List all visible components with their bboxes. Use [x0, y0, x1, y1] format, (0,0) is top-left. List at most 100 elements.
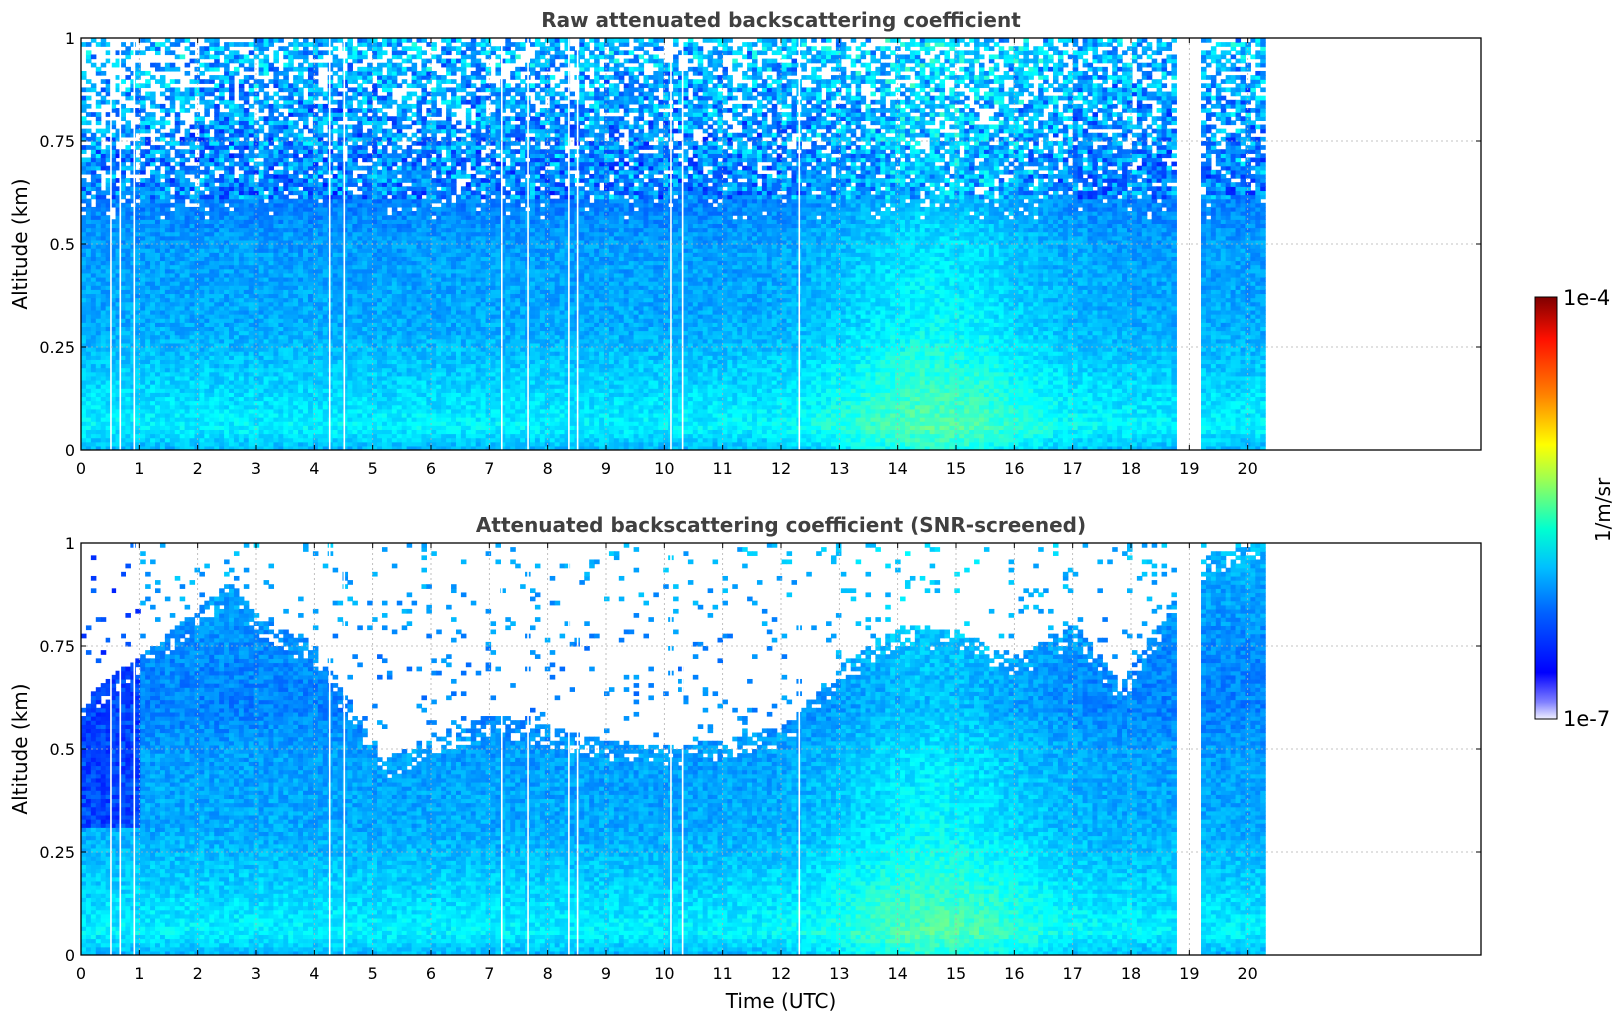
heatmap-cell — [81, 392, 87, 397]
heatmap-cell — [293, 265, 299, 270]
heatmap-cell — [293, 293, 299, 298]
heatmap-cell — [135, 306, 141, 311]
heatmap-cell — [125, 87, 131, 92]
heatmap-cell — [347, 112, 353, 117]
heatmap-cell — [338, 417, 344, 422]
heatmap-cell — [323, 429, 329, 434]
heatmap-cell — [338, 38, 344, 43]
heatmap-cell — [219, 363, 225, 368]
heatmap-cell — [323, 104, 329, 109]
heatmap-cell — [234, 310, 240, 315]
heatmap-cell — [278, 153, 284, 158]
heatmap-cell — [120, 133, 126, 138]
heatmap-cell — [254, 401, 260, 406]
heatmap-cell — [283, 153, 289, 158]
heatmap-cell — [357, 166, 363, 171]
heatmap-cell — [293, 429, 299, 434]
heatmap-cell — [343, 396, 349, 401]
heatmap-cell — [224, 363, 230, 368]
heatmap-cell — [249, 380, 255, 385]
heatmap-cell — [298, 92, 304, 97]
heatmap-cell — [165, 298, 171, 303]
heatmap-cell — [347, 401, 353, 406]
heatmap-cell — [288, 67, 294, 72]
heatmap-cell — [135, 71, 141, 76]
heatmap-cell — [288, 326, 294, 331]
heatmap-cell — [180, 269, 186, 274]
heatmap-cell — [185, 207, 191, 212]
heatmap-cell — [204, 318, 210, 323]
heatmap-cell — [313, 199, 319, 204]
heatmap-cell — [160, 442, 166, 447]
heatmap-cell — [170, 219, 176, 224]
heatmap-cell — [209, 219, 215, 224]
heatmap-cell — [145, 318, 151, 323]
heatmap-cell — [96, 129, 102, 134]
heatmap-cell — [150, 396, 156, 401]
heatmap-cell — [101, 380, 107, 385]
heatmap-cell — [254, 273, 260, 278]
heatmap-cell — [273, 281, 279, 286]
heatmap-cell — [347, 50, 353, 55]
heatmap-cell — [155, 46, 161, 51]
heatmap-cell — [125, 335, 131, 340]
heatmap-cell — [249, 50, 255, 55]
heatmap-cell — [244, 174, 250, 179]
heatmap-cell — [81, 120, 87, 125]
heatmap-cell — [338, 306, 344, 311]
heatmap-cell — [101, 277, 107, 282]
heatmap-cell — [194, 273, 200, 278]
heatmap-cell — [194, 376, 200, 381]
heatmap-cell — [288, 203, 294, 208]
heatmap-cell — [278, 388, 284, 393]
heatmap-cell — [190, 392, 196, 397]
heatmap-cell — [268, 368, 274, 373]
heatmap-cell — [165, 425, 171, 430]
heatmap-cell — [204, 442, 210, 447]
heatmap-cell — [214, 438, 220, 443]
heatmap-cell — [101, 129, 107, 134]
heatmap-cell — [352, 429, 358, 434]
heatmap-cell — [293, 166, 299, 171]
heatmap-cell — [135, 372, 141, 377]
heatmap-cell — [278, 326, 284, 331]
heatmap-cell — [268, 120, 274, 125]
heatmap-cell — [254, 100, 260, 105]
heatmap-cell — [209, 355, 215, 360]
heatmap-cell — [318, 380, 324, 385]
heatmap-cell — [150, 228, 156, 233]
heatmap-cell — [318, 182, 324, 187]
heatmap-cell — [170, 421, 176, 426]
heatmap-cell — [199, 421, 205, 426]
heatmap-cell — [140, 438, 146, 443]
heatmap-cell — [244, 112, 250, 117]
heatmap-cell — [347, 236, 353, 241]
heatmap-cell — [175, 302, 181, 307]
heatmap-cell — [101, 211, 107, 216]
heatmap-cell — [239, 120, 245, 125]
heatmap-cell — [165, 289, 171, 294]
heatmap-cell — [219, 314, 225, 319]
heatmap-cell — [155, 351, 161, 356]
heatmap-cell — [362, 273, 368, 278]
heatmap-cell — [180, 248, 186, 253]
heatmap-cell — [318, 351, 324, 356]
heatmap-cell — [101, 153, 107, 158]
heatmap-cell — [165, 438, 171, 443]
heatmap-cell — [91, 380, 97, 385]
heatmap-cell — [323, 92, 329, 97]
heatmap-cell — [125, 273, 131, 278]
heatmap-cell — [333, 339, 339, 344]
heatmap-cell — [244, 351, 250, 356]
heatmap-cell — [160, 392, 166, 397]
heatmap-cell — [229, 351, 235, 356]
heatmap-cell — [283, 405, 289, 410]
heatmap-cell — [249, 409, 255, 414]
heatmap-cell — [120, 50, 126, 55]
heatmap-cell — [214, 434, 220, 439]
heatmap-cell — [160, 318, 166, 323]
heatmap-cell — [120, 434, 126, 439]
heatmap-cell — [214, 293, 220, 298]
heatmap-cell — [357, 223, 363, 228]
heatmap-cell — [303, 203, 309, 208]
